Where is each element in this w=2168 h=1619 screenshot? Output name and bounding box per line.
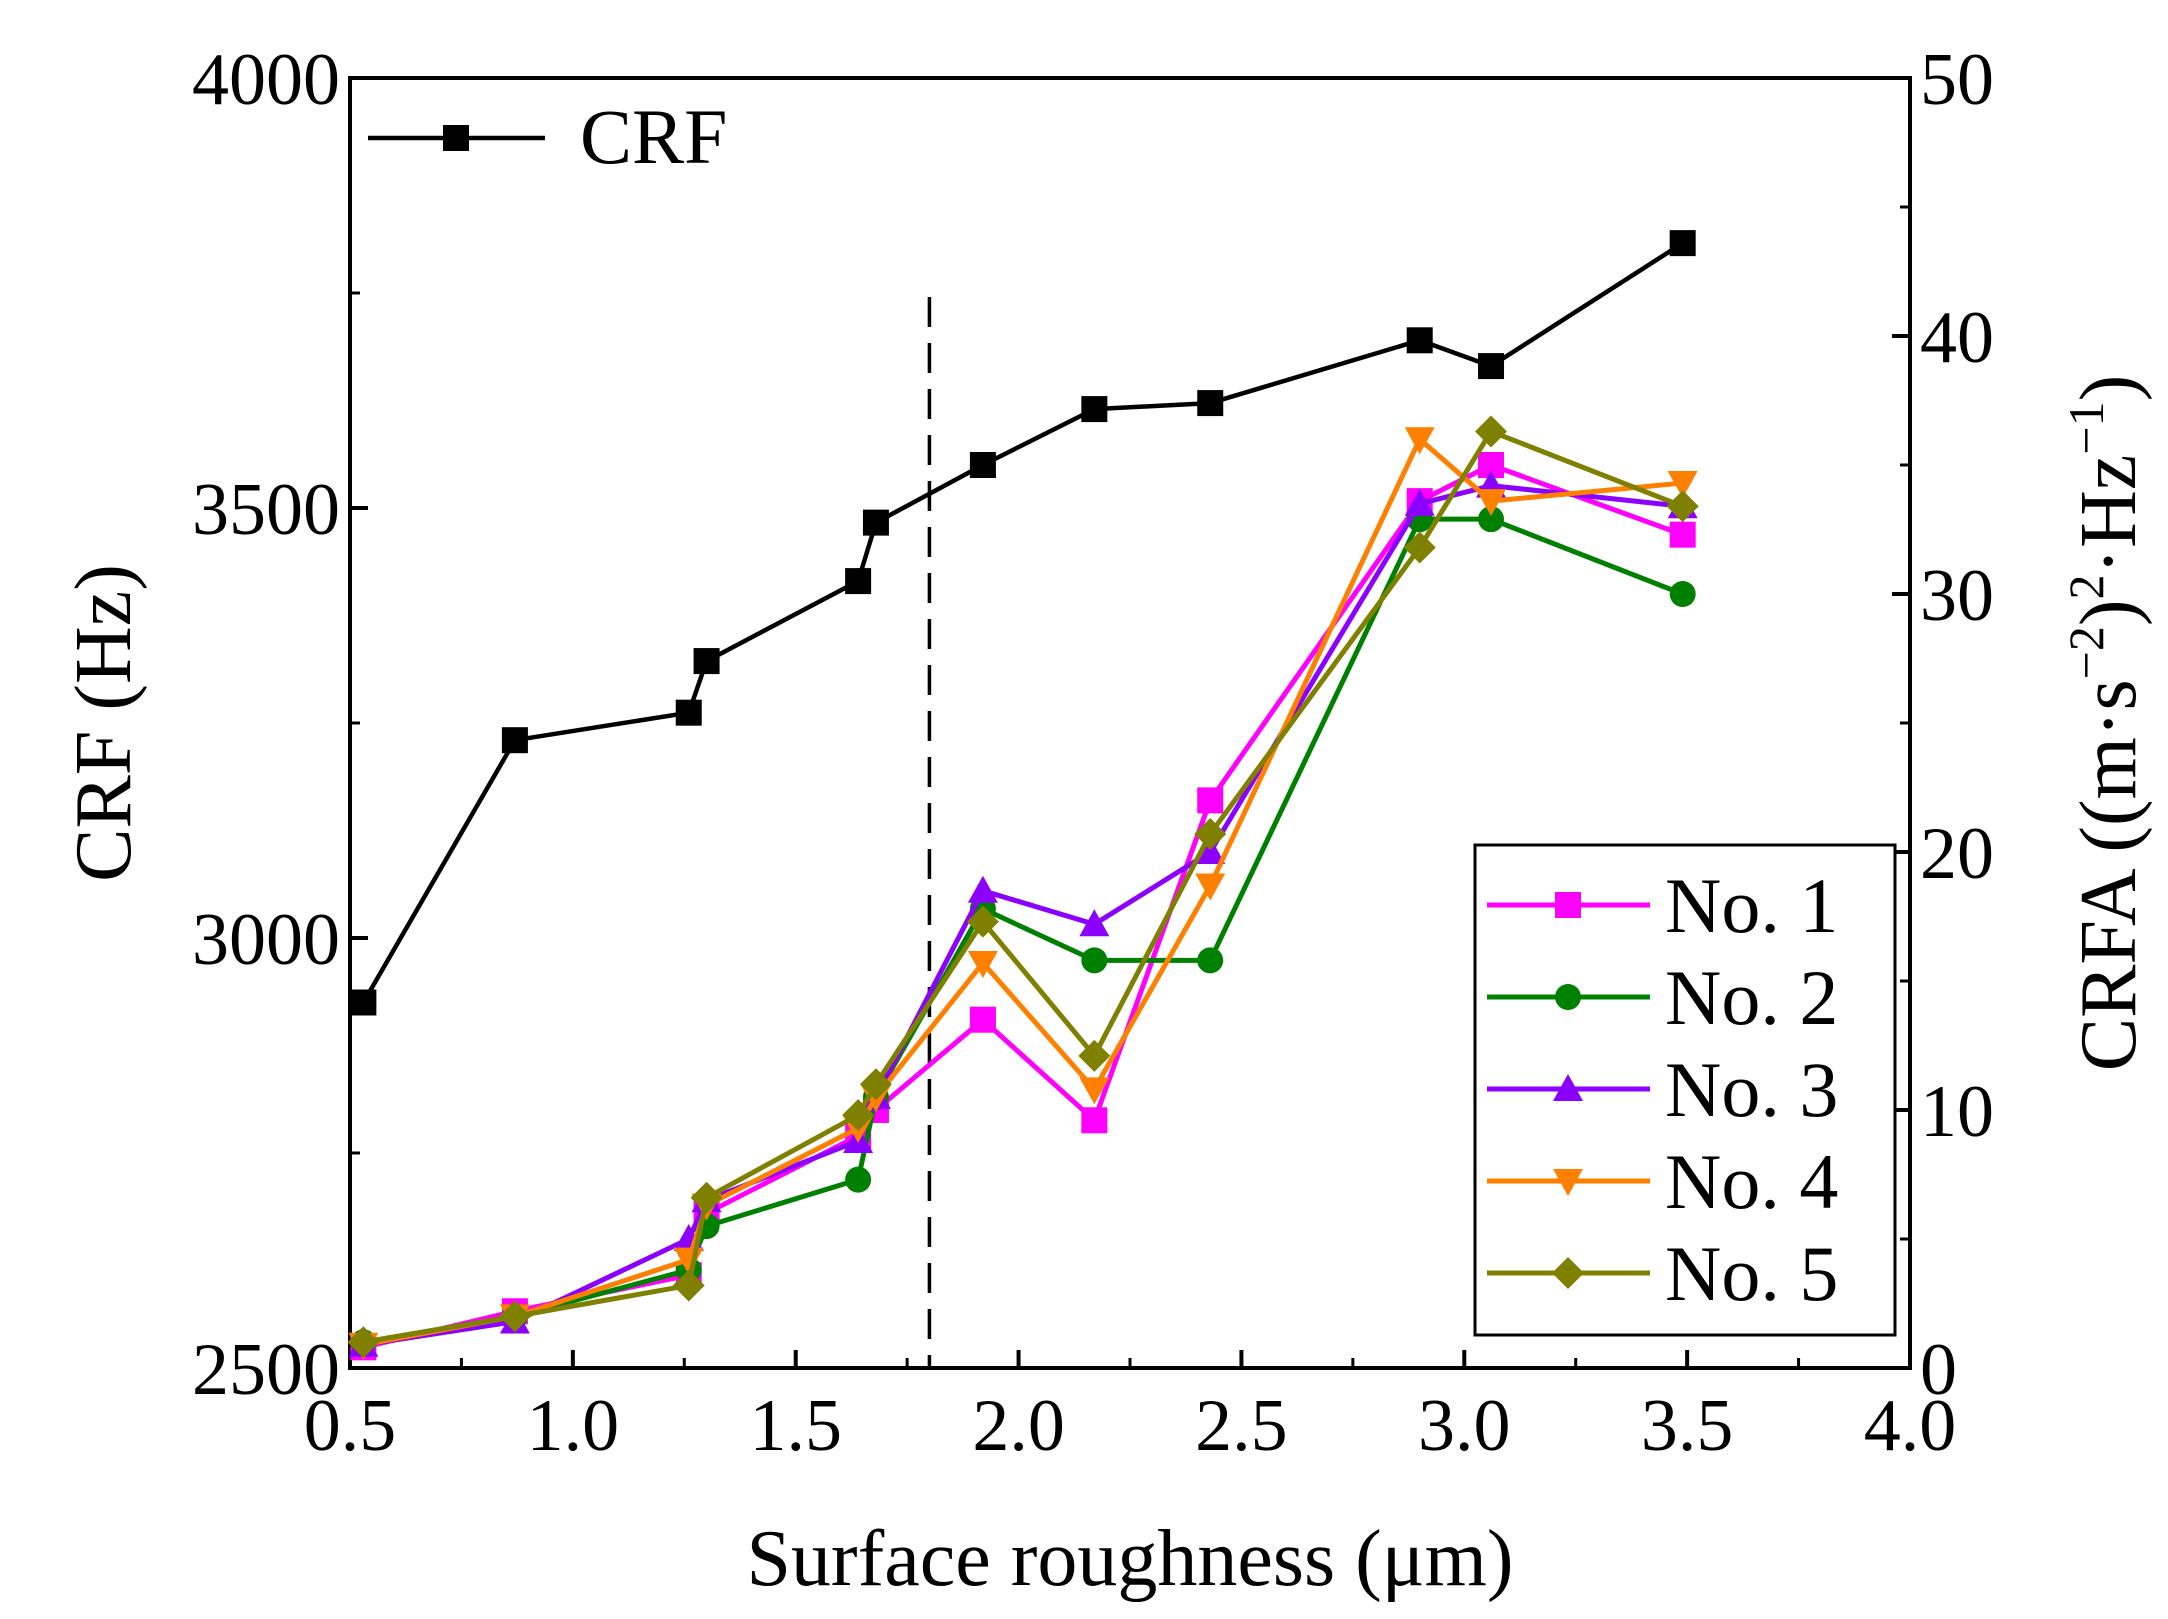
series-line — [362, 428, 1684, 1345]
data-point — [1195, 837, 1226, 864]
data-point — [1666, 490, 1699, 523]
data-point — [1195, 873, 1226, 901]
y-right-label-sup2: 2 — [2058, 575, 2114, 600]
data-point — [1403, 531, 1436, 564]
tick-labels: 0.5 1.0 1.5 2.0 2.5 3.0 3.5 4.0 2500 3000 3500 4000… — [192, 39, 1994, 1467]
data-point — [690, 1181, 723, 1214]
data-point — [1669, 521, 1696, 548]
data-point — [672, 1269, 705, 1302]
legend-marker — [1552, 1257, 1584, 1289]
legend-label: No. 1 — [1665, 862, 1838, 949]
ticks — [348, 76, 1912, 1370]
data-point — [1475, 415, 1508, 448]
legend-crf-label: CRF — [580, 93, 727, 180]
data-point — [498, 1300, 531, 1333]
data-point — [966, 905, 999, 938]
y-right-label-dot-hz: ·Hz — [2065, 455, 2153, 575]
y-right-tick-label: 40 — [1920, 297, 1994, 379]
data-point — [1194, 817, 1227, 850]
data-point — [1078, 1039, 1111, 1072]
y-right-tick-label: 20 — [1920, 813, 1994, 895]
crf-point — [1197, 390, 1224, 417]
data-point — [1404, 427, 1435, 455]
y-right-label-sup3: −1 — [2058, 401, 2114, 454]
x-tick-label: 1.0 — [527, 1385, 620, 1467]
legend-marker — [1555, 892, 1581, 918]
crf-point — [675, 699, 702, 726]
y-left-tick-label: 2500 — [192, 1329, 340, 1411]
legend-crf: CRF — [368, 93, 727, 180]
data-point — [967, 950, 998, 978]
legend-crf-marker — [443, 125, 469, 151]
x-tick-label: 3.0 — [1418, 1385, 1511, 1467]
data-point — [1404, 488, 1435, 516]
x-tick-label: 2.5 — [1195, 1385, 1288, 1467]
data-point — [845, 1166, 872, 1193]
crf-point — [1478, 353, 1505, 380]
series-line — [362, 483, 1683, 1348]
legend-label: No. 2 — [1665, 954, 1838, 1041]
y-right-label-prefix: CRFA ((m·s — [2065, 679, 2153, 1071]
y-right-label-mid: ) — [2065, 600, 2153, 627]
crf-point — [862, 509, 889, 536]
data-point — [347, 1326, 380, 1359]
y-right-label-suffix: ) — [2065, 375, 2153, 402]
legend-label: No. 4 — [1665, 1138, 1838, 1225]
x-axis-label: Surface roughness (μm) — [746, 1515, 1513, 1603]
data-point — [842, 1099, 875, 1132]
x-tick-label: 2.0 — [972, 1385, 1065, 1467]
crfa-series-lines — [347, 415, 1699, 1361]
crf-point — [969, 452, 996, 478]
data-point — [1081, 947, 1108, 974]
x-tick-label: 1.5 — [749, 1385, 842, 1467]
series-line — [362, 436, 1683, 1348]
data-point — [1476, 489, 1507, 517]
crf-point — [501, 727, 528, 754]
legend-label: No. 5 — [1665, 1230, 1838, 1317]
crf-point — [1081, 396, 1108, 423]
series-no-5 — [347, 415, 1699, 1359]
crf-point — [693, 648, 720, 675]
y-axis-left-label: CRF (Hz) — [60, 564, 148, 882]
y-right-label-sup1: −2 — [2058, 626, 2114, 679]
y-right-tick-label: 30 — [1920, 555, 1994, 637]
data-point — [1667, 471, 1698, 499]
x-tick-label: 0.5 — [304, 1385, 397, 1467]
legend-marker — [1553, 1074, 1583, 1101]
data-point — [1197, 947, 1224, 974]
y-axis-right-label: CRFA ((m·s−2)2·Hz−1) — [2058, 375, 2153, 1072]
y-right-tick-label: 10 — [1920, 1071, 1994, 1153]
data-point — [969, 1006, 996, 1033]
legend-label: No. 3 — [1665, 1046, 1838, 1133]
y-right-tick-label: 50 — [1920, 39, 1994, 121]
data-point — [1669, 581, 1696, 607]
crf-point — [1669, 230, 1696, 257]
crf-point — [350, 989, 377, 1016]
y-left-tick-label: 4000 — [192, 39, 340, 121]
data-point — [1478, 506, 1505, 533]
data-point — [1079, 909, 1110, 937]
crf-point — [1406, 327, 1433, 354]
crf-point — [845, 568, 872, 595]
legend-marker — [1555, 984, 1581, 1010]
data-point — [1081, 1107, 1108, 1134]
y-left-tick-label: 3500 — [192, 469, 340, 551]
y-right-tick-label: 0 — [1920, 1329, 1957, 1411]
x-tick-label: 3.5 — [1641, 1385, 1734, 1467]
y-left-tick-label: 3000 — [192, 899, 340, 981]
crf-series — [350, 230, 1696, 1016]
data-point — [859, 1068, 892, 1101]
legend-marker — [1553, 1169, 1583, 1196]
legend-crfa: No. 1No. 2No. 3No. 4No. 5 — [1473, 843, 1897, 1337]
data-point — [967, 875, 998, 903]
data-point — [1197, 787, 1224, 814]
data-point — [1079, 1077, 1110, 1105]
x-tick-label: 4.0 — [1864, 1385, 1957, 1467]
